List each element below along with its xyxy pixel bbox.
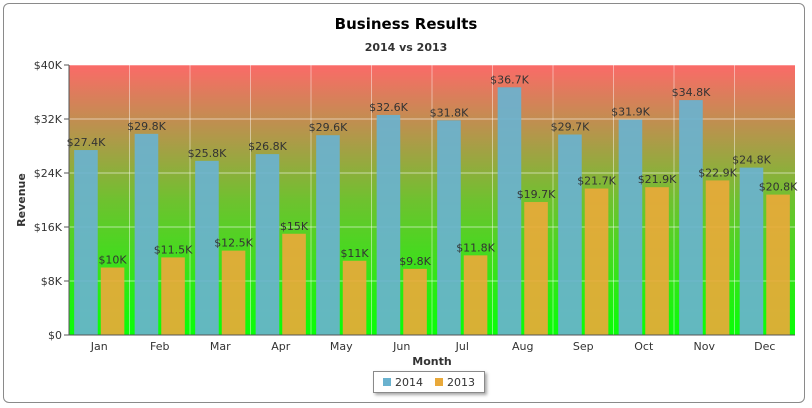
bar-2014-jun <box>376 114 401 335</box>
bar-2014-dec <box>739 167 764 335</box>
bar-2013-oct <box>645 187 669 335</box>
bar-2014-may <box>316 135 340 335</box>
y-axis-title: Revenue <box>15 173 28 227</box>
bar-2014-oct <box>618 119 643 335</box>
bar-2014-apr <box>255 154 280 335</box>
data-label-2013-dec: $20.8K <box>759 181 798 194</box>
x-tick-label-nov: Nov <box>694 340 716 353</box>
data-label-2013-may: $11K <box>340 247 369 260</box>
legend-swatch-2013 <box>435 378 443 386</box>
legend-label-2014: 2014 <box>395 375 423 389</box>
data-label-2013-mar: $12.5K <box>214 237 253 250</box>
plot-background <box>69 65 795 335</box>
data-label-2014-jun: $32.6K <box>369 101 408 114</box>
legend-item-2013[interactable]: 2013 <box>435 376 475 389</box>
data-label-2013-jan: $10K <box>98 254 127 267</box>
data-label-2014-aug: $36.7K <box>490 73 529 86</box>
data-label-2014-jan: $27.4K <box>67 136 106 149</box>
y-tick-label: $24K <box>34 167 63 180</box>
data-label-2014-apr: $26.8K <box>248 140 287 153</box>
x-tick-label-dec: Dec <box>754 340 775 353</box>
x-tick-label-feb: Feb <box>150 340 169 353</box>
bar-2013-apr <box>282 233 306 335</box>
data-label-2013-feb: $11.5K <box>154 243 193 256</box>
data-label-2013-sep: $21.7K <box>577 175 616 188</box>
bar-2013-jul <box>463 255 488 335</box>
x-tick-label-may: May <box>330 340 353 353</box>
data-label-2014-mar: $25.8K <box>188 147 227 160</box>
data-label-2014-nov: $34.8K <box>672 86 711 99</box>
data-label-2014-oct: $31.9K <box>611 106 650 119</box>
bar-2013-sep <box>584 188 609 335</box>
data-label-2013-oct: $21.9K <box>638 173 677 186</box>
chart-title: Business Results <box>334 15 478 33</box>
bar-2013-aug <box>524 202 548 335</box>
bar-2013-jun <box>403 268 427 335</box>
x-tick-label-aug: Aug <box>512 340 533 353</box>
data-label-2013-aug: $19.7K <box>517 188 556 201</box>
bar-2013-nov <box>705 180 730 335</box>
y-tick-label: $0 <box>48 329 62 342</box>
bar-2014-jul <box>437 120 461 335</box>
legend-item-2014[interactable]: 2014 <box>383 376 423 389</box>
x-tick-label-sep: Sep <box>573 340 594 353</box>
x-tick-label-jul: Jul <box>455 340 469 353</box>
x-tick-label-jan: Jan <box>90 340 108 353</box>
bar-2014-sep <box>558 134 582 335</box>
data-label-2013-jun: $9.8K <box>399 255 431 268</box>
y-tick-label: $40K <box>34 59 63 72</box>
bar-2013-may <box>342 260 367 335</box>
x-tick-label-mar: Mar <box>210 340 231 353</box>
chart-subtitle: 2014 vs 2013 <box>364 41 448 54</box>
x-axis-title: Month <box>412 355 451 368</box>
y-tick-label: $8K <box>41 275 63 288</box>
data-label-2014-jul: $31.8K <box>430 106 469 119</box>
x-tick-label-jun: Jun <box>392 340 410 353</box>
y-tick-label: $32K <box>34 113 63 126</box>
y-tick-label: $16K <box>34 221 63 234</box>
data-label-2014-dec: $24.8K <box>732 154 771 167</box>
bar-2013-feb <box>161 257 185 335</box>
x-tick-label-apr: Apr <box>271 340 291 353</box>
bar-2013-jan <box>100 267 125 335</box>
bar-2013-dec <box>766 194 790 335</box>
bar-2014-mar <box>195 160 219 335</box>
legend-swatch-2014 <box>383 378 391 386</box>
bar-2014-aug <box>497 87 522 336</box>
bar-2014-nov <box>679 100 703 335</box>
data-label-2013-apr: $15K <box>280 220 309 233</box>
x-tick-label-oct: Oct <box>634 340 654 353</box>
bar-2014-feb <box>134 133 159 335</box>
bar-2014-jan <box>74 150 98 335</box>
bar-2013-mar <box>221 250 246 335</box>
data-label-2013-jul: $11.8K <box>456 241 495 254</box>
data-label-2014-feb: $29.8K <box>127 120 166 133</box>
data-label-2014-sep: $29.7K <box>551 121 590 134</box>
data-label-2013-nov: $22.9K <box>698 166 737 179</box>
chart-legend: 2014 2013 <box>373 371 485 393</box>
legend-label-2013: 2013 <box>447 375 475 389</box>
data-label-2014-may: $29.6K <box>309 121 348 134</box>
